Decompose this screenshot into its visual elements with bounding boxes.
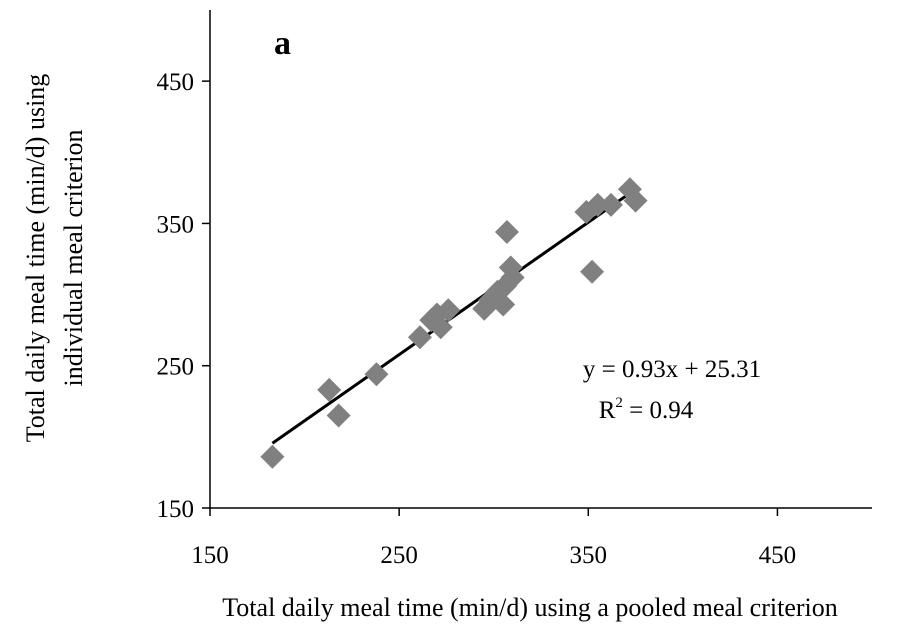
data-points <box>260 177 648 469</box>
x-tick-label: 450 <box>759 542 797 569</box>
data-point <box>598 192 623 217</box>
trendline-equation: y = 0.93x + 25.31 <box>583 356 761 383</box>
x-axis-title: Total daily meal time (min/d) using a po… <box>222 593 838 622</box>
x-tick-label: 350 <box>570 542 608 569</box>
r-squared-label: R2 = 0.94 <box>599 395 694 424</box>
y-tick-label: 150 <box>157 496 195 523</box>
data-point <box>491 292 516 317</box>
x-tick-label: 150 <box>191 542 229 569</box>
data-point <box>580 259 605 284</box>
y-tick-label: 450 <box>157 69 195 96</box>
y-axis-title-line2: individual meal criterion <box>59 129 88 386</box>
panel-label: a <box>274 25 291 62</box>
data-point <box>407 325 432 350</box>
data-point <box>326 403 351 428</box>
data-point <box>623 188 648 213</box>
r-squared-suffix: = 0.94 <box>623 397 694 424</box>
y-tick-label: 350 <box>157 211 195 238</box>
data-point <box>364 362 389 387</box>
x-axis-ticks: 150 250 350 450 <box>191 508 796 569</box>
data-point <box>500 265 525 290</box>
data-point <box>428 315 453 340</box>
data-point <box>494 219 519 244</box>
r-squared-sup: 2 <box>615 395 623 411</box>
data-point <box>436 298 461 323</box>
y-tick-label: 250 <box>157 354 195 381</box>
x-tick-label: 250 <box>380 542 418 569</box>
y-axis-ticks: 150 250 350 450 <box>157 69 210 523</box>
y-axis-title-line1: Total daily meal time (min/d) using <box>21 74 50 443</box>
r-squared-prefix: R <box>599 397 616 424</box>
data-point <box>585 192 610 217</box>
data-point <box>260 444 285 469</box>
data-point <box>317 377 342 402</box>
